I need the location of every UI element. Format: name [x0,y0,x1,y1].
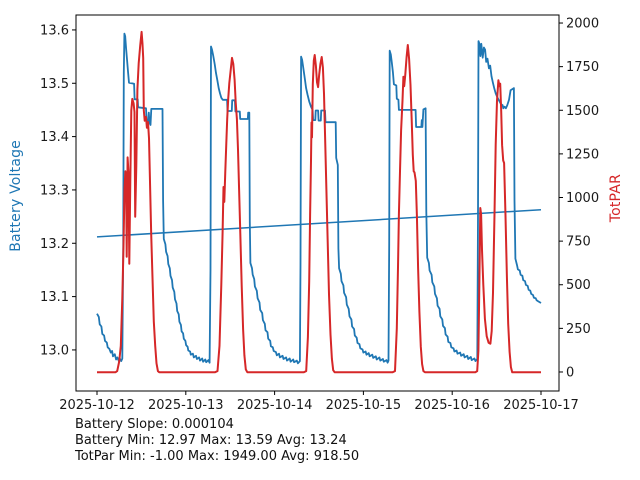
x-tick-label: 2025-10-16 [414,398,490,413]
y-right-tick-label: 2000 [566,17,599,32]
y-left-tick-label: 13.1 [40,290,69,305]
plot-spines [75,14,560,392]
y-right-tick-label: 500 [566,278,591,293]
stat-battery-slope: Battery Slope: 0.000104 [75,417,234,432]
battery-trend-line [96,208,542,238]
totpar-line [97,30,541,374]
y-right-tick-label: 250 [566,322,591,337]
y-left-tick-label: 13.0 [40,343,69,358]
stat-battery-min-max-avg: Battery Min: 12.97 Max: 13.59 Avg: 13.24 [75,433,347,448]
x-tick-label: 2025-10-13 [148,398,224,413]
y-left-tick-label: 13.2 [40,237,69,252]
x-tick-label: 2025-10-15 [326,398,402,413]
y-left-tick-label: 13.6 [40,23,69,38]
x-tick-label: 2025-10-14 [237,398,313,413]
y-right-tick-label: 1250 [566,147,599,162]
stat-totpar-min-max-avg: TotPar Min: -1.00 Max: 1949.00 Avg: 918.… [75,449,360,464]
y-left-tick-label: 13.3 [40,183,69,198]
y-right-tick-label: 1500 [566,104,599,119]
y-right-tick-label: 1000 [566,191,599,206]
y-left-tick-label: 13.4 [40,130,69,145]
y-right-tick-label: 750 [566,235,591,250]
right-axis-label: TotPAR [608,174,624,223]
y-right-tick-label: 0 [566,365,574,380]
left-axis-label: Battery Voltage [8,140,24,252]
x-tick-label: 2025-10-17 [503,398,579,413]
stats-block: Battery Slope: 0.000104 Battery Min: 12.… [75,417,359,465]
y-left-tick-label: 13.5 [40,77,69,92]
y-right-tick-label: 1750 [566,60,599,75]
x-tick-label: 2025-10-12 [59,398,135,413]
